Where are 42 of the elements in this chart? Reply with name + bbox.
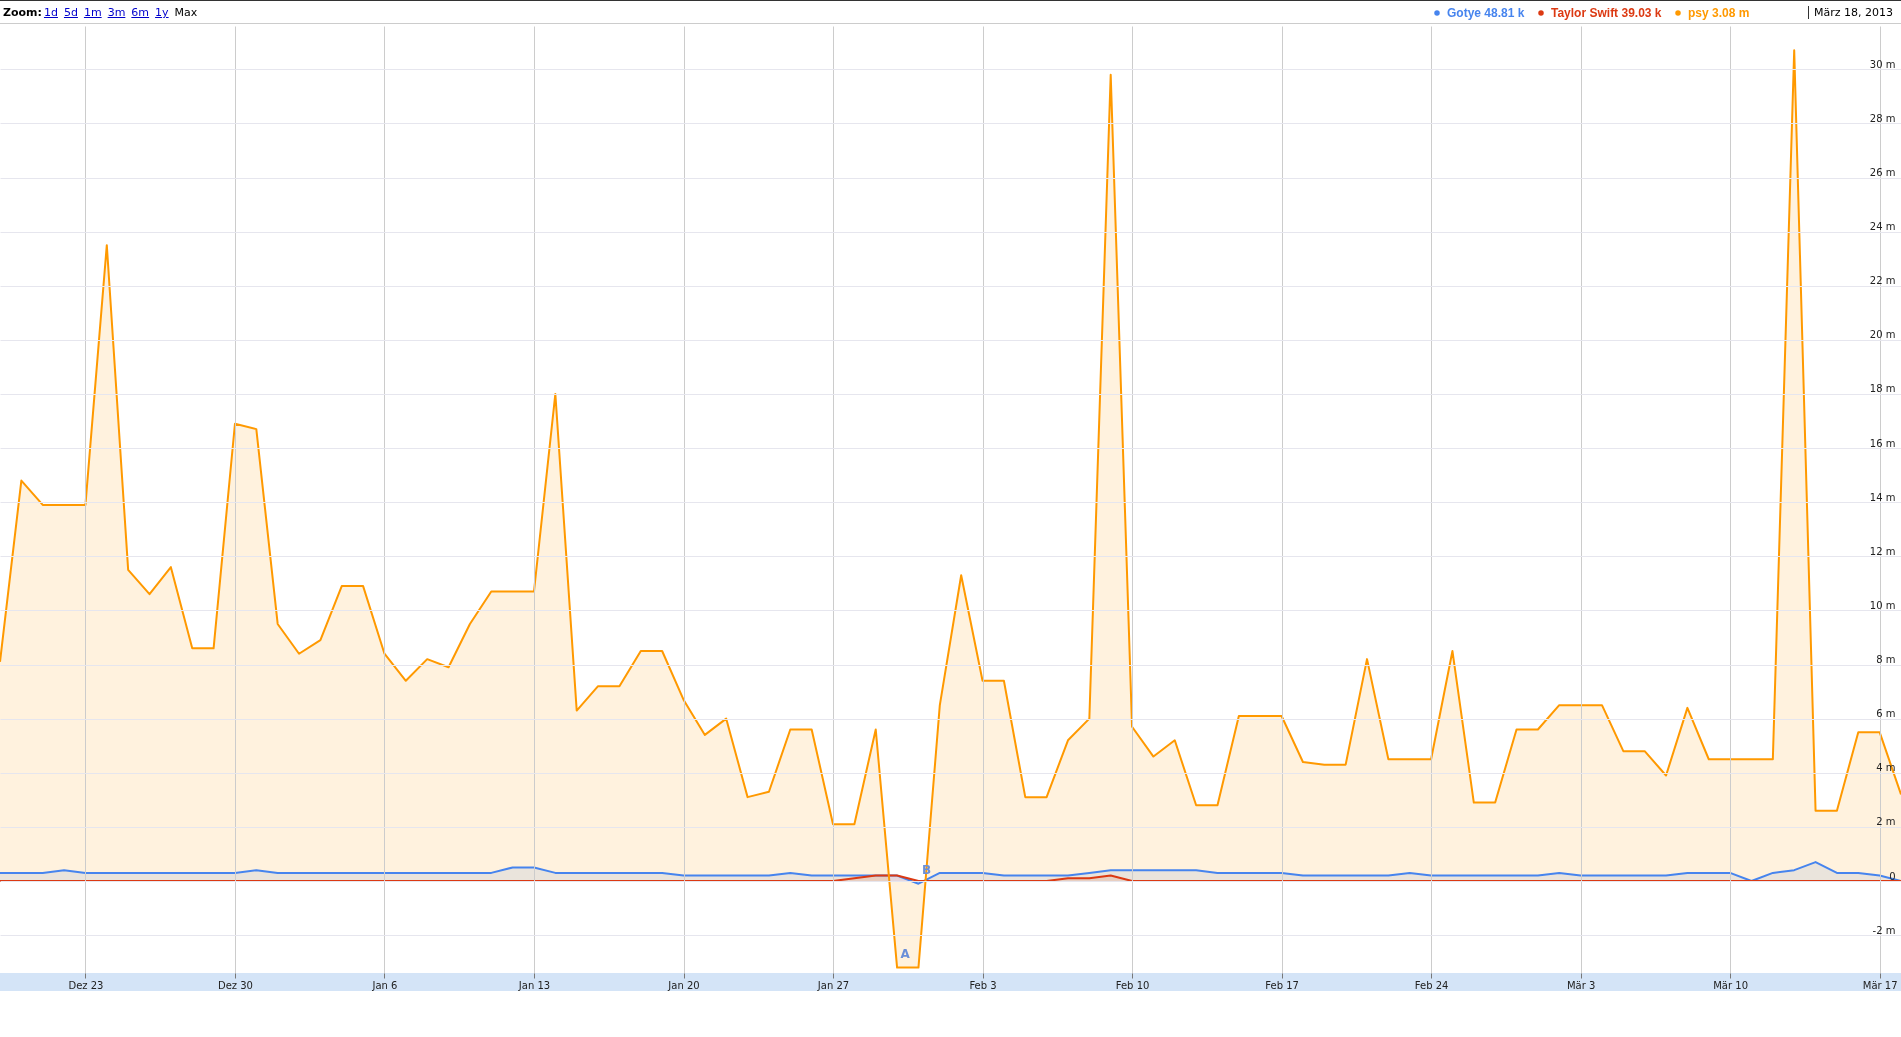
text: 1m <box>83 6 102 19</box>
x-tick-label: Jan 27 <box>816 979 850 991</box>
y-tick-label: 0 <box>1889 870 1896 882</box>
annotation: A <box>900 946 911 961</box>
x-tick-label: Feb 3 <box>969 979 997 991</box>
x-tick-label: Feb 10 <box>1115 979 1150 991</box>
y-tick-label: 2 m <box>1876 816 1896 828</box>
text: Zoom: <box>3 6 42 19</box>
x-tick-label: Feb 17 <box>1265 979 1299 991</box>
text: 3m <box>107 6 126 19</box>
y-tick-label: 18 m <box>1869 383 1896 395</box>
x-tick-label: Jan 20 <box>667 979 700 991</box>
y-tick-label: -2 m <box>1872 924 1896 936</box>
x-tick-label: Dez 30 <box>217 979 253 991</box>
text: 5d <box>63 6 78 19</box>
y-tick-label: 26 m <box>1869 167 1896 179</box>
x-tick-label: Feb 24 <box>1414 979 1449 991</box>
text: psy 3.08 m <box>1688 6 1750 20</box>
y-tick-label: 16 m <box>1869 437 1896 449</box>
x-tick-label: Jan 6 <box>371 979 398 991</box>
y-tick-label: 6 m <box>1876 708 1896 720</box>
y-tick-label: 20 m <box>1869 329 1896 341</box>
text: Max <box>174 6 198 19</box>
y-tick-label: 22 m <box>1869 275 1896 287</box>
y-tick-label: 14 m <box>1869 491 1896 503</box>
y-tick-label: 28 m <box>1869 112 1896 124</box>
y-tick-label: 12 m <box>1869 545 1896 557</box>
x-tick-label: Mär 17 <box>1862 979 1898 991</box>
text: Taylor Swift 39.03 k <box>1551 6 1662 20</box>
y-tick-label: 10 m <box>1869 599 1896 611</box>
x-tick-label: Mär 3 <box>1566 979 1596 991</box>
y-tick-label: 8 m <box>1876 654 1896 666</box>
x-tick-label: Mär 10 <box>1713 979 1749 991</box>
text: Gotye 48.81 k <box>1447 6 1525 20</box>
text: 6m <box>131 6 150 19</box>
chart-subtitle: März 18, 2013 <box>1807 6 1893 19</box>
x-tick-label: Dez 23 <box>68 979 104 991</box>
text: 1d <box>43 6 58 19</box>
y-tick-label: 30 m <box>1869 58 1896 70</box>
text: 1y <box>155 6 169 19</box>
x-tick-label: Jan 13 <box>517 979 551 991</box>
y-tick-label: 24 m <box>1869 221 1896 233</box>
